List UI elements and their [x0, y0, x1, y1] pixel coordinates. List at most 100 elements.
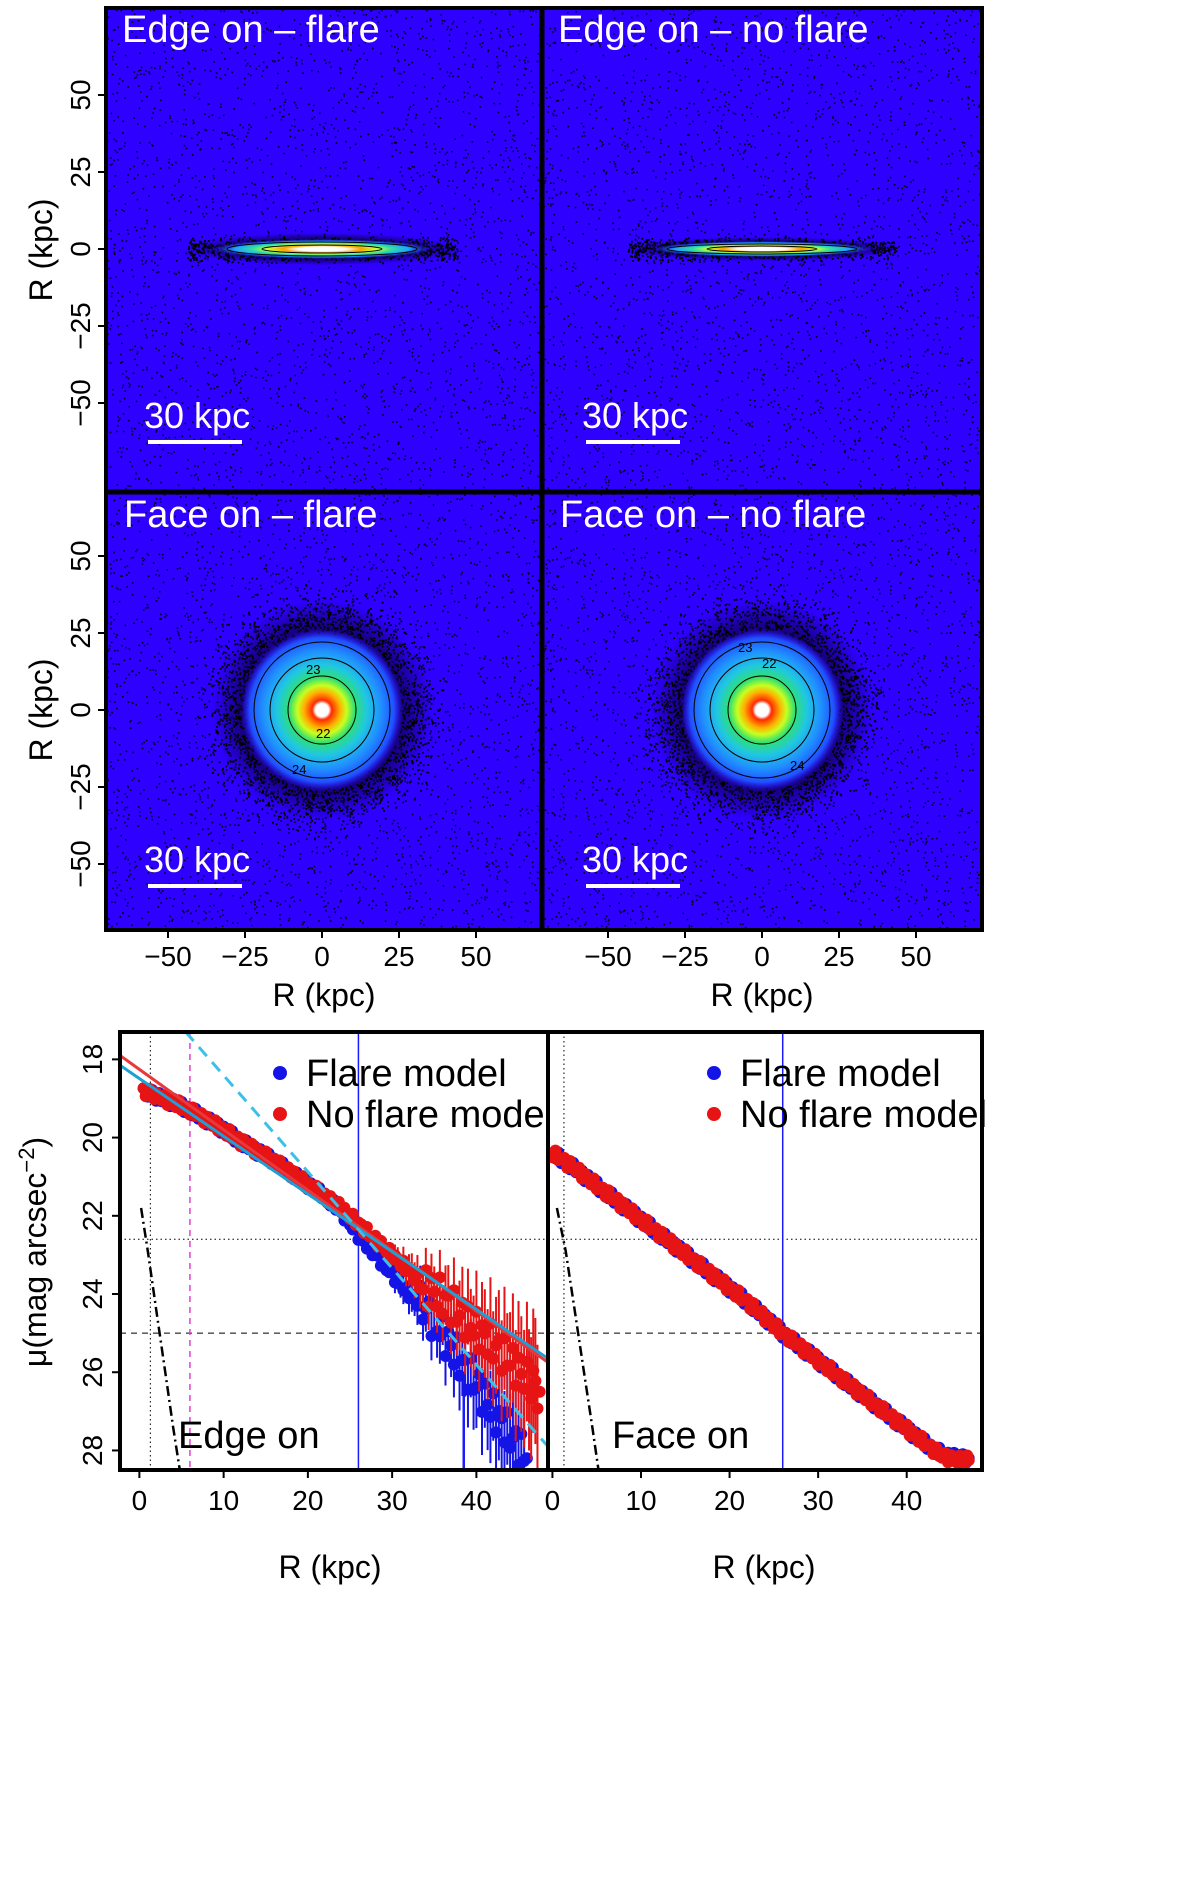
image-axes: R (kpc) R (kpc) R (kpc) R (kpc) 50 25 0 −25… — [23, 79, 932, 1013]
y-tick-label: 20 — [77, 1122, 108, 1153]
data-point-no-flare — [533, 1385, 546, 1398]
profile-face-on: Face on Flare model No flare model — [548, 1032, 987, 1470]
panel-edge-no-flare — [542, 8, 982, 492]
contour — [666, 243, 858, 255]
data-point-no-flare — [346, 1207, 359, 1220]
x-tick-label: 0 — [314, 941, 330, 972]
data-point-no-flare — [587, 1172, 600, 1185]
data-point-flare — [417, 1313, 429, 1326]
x-tick-label: 0 — [754, 941, 770, 972]
face-disk — [240, 628, 404, 792]
contour — [706, 245, 818, 253]
profile-edge-on: Edge on Flare model No flare model — [120, 1032, 553, 1470]
x-tick-label: 0 — [132, 1485, 148, 1516]
y-tick-label: −50 — [65, 379, 96, 427]
x-tick-label: 30 — [377, 1485, 408, 1516]
scale-bar-label: 30 kpc — [582, 395, 688, 436]
y-tick-label: 26 — [77, 1357, 108, 1388]
x-axis-title: R (kpc) — [710, 977, 813, 1013]
data-point-no-flare — [422, 1300, 435, 1313]
x-tick-label: 50 — [900, 941, 931, 972]
plot-area — [548, 1032, 982, 1470]
contour — [287, 675, 357, 745]
data-point-no-flare — [694, 1254, 706, 1267]
plot-area — [120, 1032, 548, 1470]
y-tick-label: −25 — [65, 302, 96, 350]
y-axis-title: μ(mag arcsec−2) — [14, 1137, 53, 1367]
bulge-curve — [139, 1207, 182, 1470]
x-tick-label: −50 — [144, 941, 192, 972]
data-point-flare — [439, 1350, 452, 1362]
profile-axes: μ(mag arcsec−2) R (kpc) R (kpc) 18 20 22 24… — [14, 1044, 922, 1585]
x-tick-label: −25 — [221, 941, 269, 972]
legend-marker-no-flare — [707, 1107, 721, 1121]
scale-bar-label: 30 kpc — [582, 839, 688, 880]
y-tick-label: 18 — [77, 1044, 108, 1075]
y-axis-title-sup: −2 — [14, 1148, 39, 1173]
x-tick-label: 0 — [545, 1485, 561, 1516]
data-point-no-flare — [785, 1329, 798, 1342]
contour-label: 24 — [292, 762, 306, 777]
legend-marker-flare — [273, 1066, 287, 1080]
y-tick-label: −50 — [65, 840, 96, 888]
data-point-no-flare — [529, 1375, 542, 1387]
data-point-no-flare — [433, 1271, 446, 1284]
y-tick-label: 0 — [65, 241, 96, 257]
contour — [709, 657, 815, 763]
image-panels: 23 22 24 23 22 24 Edge on – flare Edge o… — [104, 6, 984, 932]
x-axis-title: R (kpc) — [272, 977, 375, 1013]
data-point-flare — [520, 1452, 533, 1465]
view-label: Edge on — [178, 1415, 320, 1457]
profile-frame — [118, 1030, 984, 1472]
y-tick-label: 0 — [65, 702, 96, 718]
edge-disk — [650, 241, 874, 257]
y-tick-label: 50 — [65, 540, 96, 571]
contour — [261, 244, 383, 254]
data-point-no-flare — [877, 1400, 890, 1413]
x-tick-label: 25 — [383, 941, 414, 972]
scale-bar-label: 30 kpc — [144, 395, 250, 436]
data-point-no-flare — [962, 1454, 975, 1467]
contour — [253, 641, 391, 779]
panel-edge-flare — [106, 8, 542, 492]
y-tick-label: −25 — [65, 763, 96, 811]
data-point-no-flare — [732, 1284, 745, 1297]
x-tick-label: 40 — [891, 1485, 922, 1516]
data-point-no-flare — [428, 1285, 441, 1298]
x-tick-label: 40 — [461, 1485, 492, 1516]
y-axis-title: R (kpc) — [23, 658, 59, 761]
x-axis-title: R (kpc) — [712, 1549, 815, 1585]
y-tick-label: 25 — [65, 617, 96, 648]
y-axis-title-close: ) — [17, 1137, 53, 1148]
legend-marker-no-flare — [273, 1107, 287, 1121]
legend-label: No flare model — [306, 1094, 553, 1136]
x-axis-title: R (kpc) — [278, 1549, 381, 1585]
y-tick-label: 24 — [77, 1278, 108, 1309]
data-point-no-flare — [824, 1358, 836, 1371]
panel-title: Face on – flare — [124, 494, 377, 536]
y-tick-label: 22 — [77, 1200, 108, 1231]
data-point-no-flare — [417, 1283, 429, 1296]
contour-label: 22 — [762, 656, 776, 671]
data-point-flare — [453, 1369, 466, 1382]
y-tick-label: 50 — [65, 79, 96, 110]
data-point-no-flare — [915, 1429, 928, 1442]
edge-disk — [210, 239, 434, 259]
contour — [226, 241, 418, 257]
legend-label: No flare model — [740, 1094, 987, 1136]
panel-face-no-flare: 23 22 24 — [542, 492, 982, 930]
plot-background — [548, 1032, 982, 1470]
contour-label: 22 — [316, 726, 330, 741]
contour-label: 24 — [790, 758, 804, 773]
x-tick-label: 10 — [625, 1485, 656, 1516]
x-tick-label: 25 — [823, 941, 854, 972]
x-tick-label: −50 — [584, 941, 632, 972]
y-axis-title-main: μ(mag arcsec — [17, 1173, 53, 1367]
fit_steep-line — [184, 1032, 548, 1448]
data-point-no-flare — [515, 1368, 528, 1380]
x-tick-label: −25 — [661, 941, 709, 972]
y-tick-label: 25 — [65, 156, 96, 187]
legend-label: Flare model — [306, 1053, 507, 1095]
y-tick-label: 28 — [77, 1435, 108, 1466]
